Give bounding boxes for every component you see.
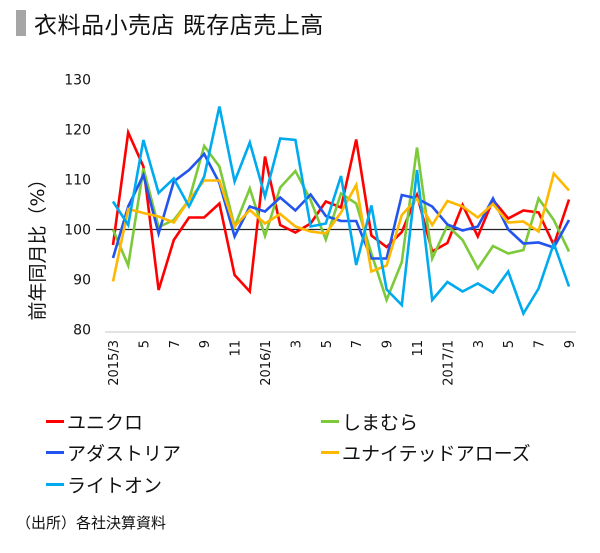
legend-swatch: [46, 420, 64, 423]
x-tick-label: 7: [168, 340, 183, 348]
x-tick-label: 11: [229, 340, 244, 357]
legend-label: ライトオン: [67, 475, 163, 497]
title-accent-bar: [16, 10, 26, 36]
x-tick-label: 5: [137, 340, 152, 348]
x-tick-label: 2015/3: [107, 340, 122, 386]
legend-item-uniqlo: ユニクロ: [46, 408, 143, 435]
x-tick-label: 2017/1: [441, 340, 456, 386]
legend-item-united-arrows: ユナイテッドアローズ: [321, 439, 531, 466]
y-tick-label: 120: [64, 123, 91, 139]
legend-label: ユナイテッドアローズ: [342, 443, 531, 465]
y-tick-label: 80: [73, 323, 91, 339]
series-shimamura: [111, 143, 571, 304]
series-adastria: [111, 151, 571, 260]
legend-item-shimamura: しまむら: [321, 408, 418, 435]
y-tick-label: 110: [64, 173, 91, 189]
legend-swatch: [46, 451, 64, 454]
x-tick-label: 7: [533, 340, 548, 348]
y-axis-label: 前年同月比（%）: [27, 169, 49, 320]
x-tick-label: 3: [472, 340, 487, 348]
x-tick-label: 9: [381, 340, 396, 348]
legend-swatch: [321, 451, 339, 454]
legend-label: ユニクロ: [67, 412, 144, 434]
legend-label: しまむら: [342, 412, 419, 434]
x-tick-label: 9: [198, 340, 213, 348]
y-tick-label: 130: [64, 73, 91, 89]
x-tick-label: 7: [350, 340, 365, 348]
x-tick-label: 3: [289, 340, 304, 348]
series-united-arrows: [111, 170, 570, 282]
x-tick-label: 5: [320, 340, 335, 348]
series-right-on: [111, 106, 571, 317]
x-tick-label: 2016/1: [259, 340, 274, 386]
legend-swatch: [46, 483, 64, 486]
y-tick-label: 90: [73, 273, 91, 289]
legend-item-right-on: ライトオン: [46, 471, 162, 498]
x-tick-label: 9: [563, 340, 578, 348]
y-axis-ticks: 130 120 110 100 90 80: [64, 73, 91, 339]
chart-title-text: 衣料品小売店 既存店売上高: [34, 13, 324, 39]
x-axis-ticks: 2015/3 5 7 9 11 2016/1 3 5 7 9 11 2017/1 3 5 7 9: [107, 340, 578, 386]
legend-swatch: [321, 420, 339, 423]
chart-title: 衣料品小売店 既存店売上高: [16, 8, 324, 39]
series-lines: [111, 106, 571, 317]
x-tick-label: 11: [411, 340, 426, 357]
legend-item-adastria: アダストリア: [46, 439, 181, 466]
legend-label: アダストリア: [67, 443, 182, 465]
source-footnote: （出所）各社決算資料: [16, 514, 167, 532]
y-tick-label: 100: [64, 223, 91, 239]
x-tick-label: 5: [502, 340, 517, 348]
